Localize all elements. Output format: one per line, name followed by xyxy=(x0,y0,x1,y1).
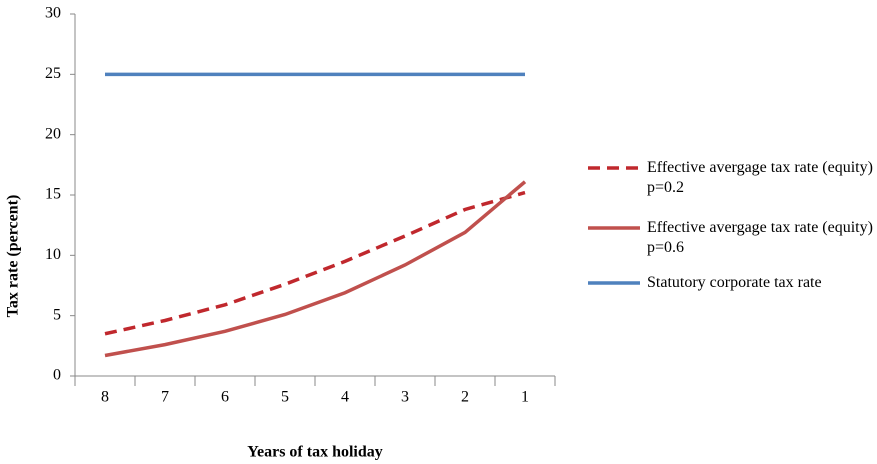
y-tick-label: 20 xyxy=(45,125,61,142)
x-tick-label: 1 xyxy=(521,389,529,406)
y-tick-label: 15 xyxy=(45,186,61,203)
x-axis-title: Years of tax holiday xyxy=(247,444,383,461)
legend-label: Statutory corporate tax rate xyxy=(647,274,822,291)
y-tick-label: 10 xyxy=(45,246,61,263)
y-tick-label: 25 xyxy=(45,65,61,82)
x-tick-label: 7 xyxy=(161,389,169,406)
series-line xyxy=(104,180,527,358)
series-line xyxy=(104,190,526,336)
y-tick-label: 30 xyxy=(45,5,61,22)
x-tick-label: 5 xyxy=(281,389,289,406)
y-tick-label: 0 xyxy=(53,367,61,384)
x-tick-label: 3 xyxy=(401,389,409,406)
y-tick-label: 5 xyxy=(53,306,61,323)
x-tick-label: 2 xyxy=(461,389,469,406)
legend-label: Effective avergage tax rate (equity) p=0… xyxy=(647,219,873,256)
y-axis-title: Tax rate (percent) xyxy=(5,195,22,318)
legend-label: Effective avergage tax rate (equity) p=0… xyxy=(647,159,873,196)
x-tick-label: 8 xyxy=(101,389,109,406)
x-tick-label: 4 xyxy=(341,389,349,406)
x-tick-label: 6 xyxy=(221,389,229,406)
